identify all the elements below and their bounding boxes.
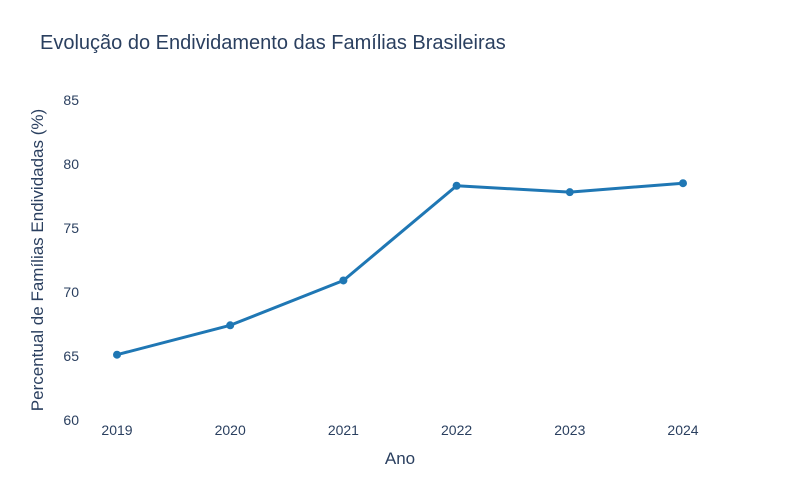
y-tick-label: 85	[63, 92, 79, 108]
x-tick-label: 2021	[328, 422, 359, 438]
series-line	[116, 181, 684, 357]
y-tick-label: 80	[63, 156, 79, 172]
y-tick-label: 70	[63, 284, 79, 300]
x-axis-ticks: 2019 2020 2021 2022 2023 2024	[101, 422, 698, 438]
x-tick-label: 2024	[667, 422, 698, 438]
data-point[interactable]	[452, 181, 461, 190]
series-layer	[113, 179, 687, 359]
data-point[interactable]	[226, 321, 235, 330]
data-point[interactable]	[113, 350, 121, 359]
y-axis-title: Percentual de Famílias Endividadas (%)	[28, 109, 47, 411]
x-tick-label: 2019	[101, 422, 132, 438]
x-tick-label: 2023	[554, 422, 585, 438]
data-point[interactable]	[565, 188, 574, 197]
chart-title: Evolução do Endividamento das Famílias B…	[40, 32, 506, 54]
x-tick-label: 2020	[215, 422, 246, 438]
y-tick-label: 75	[63, 220, 79, 236]
y-axis-ticks: 60 65 70 75 80 85	[63, 92, 79, 428]
x-axis-title: Ano	[385, 449, 415, 468]
y-tick-label: 65	[63, 348, 79, 364]
y-tick-label: 60	[63, 412, 79, 428]
x-tick-label: 2022	[441, 422, 472, 438]
data-point[interactable]	[679, 179, 687, 188]
data-point[interactable]	[339, 276, 348, 285]
